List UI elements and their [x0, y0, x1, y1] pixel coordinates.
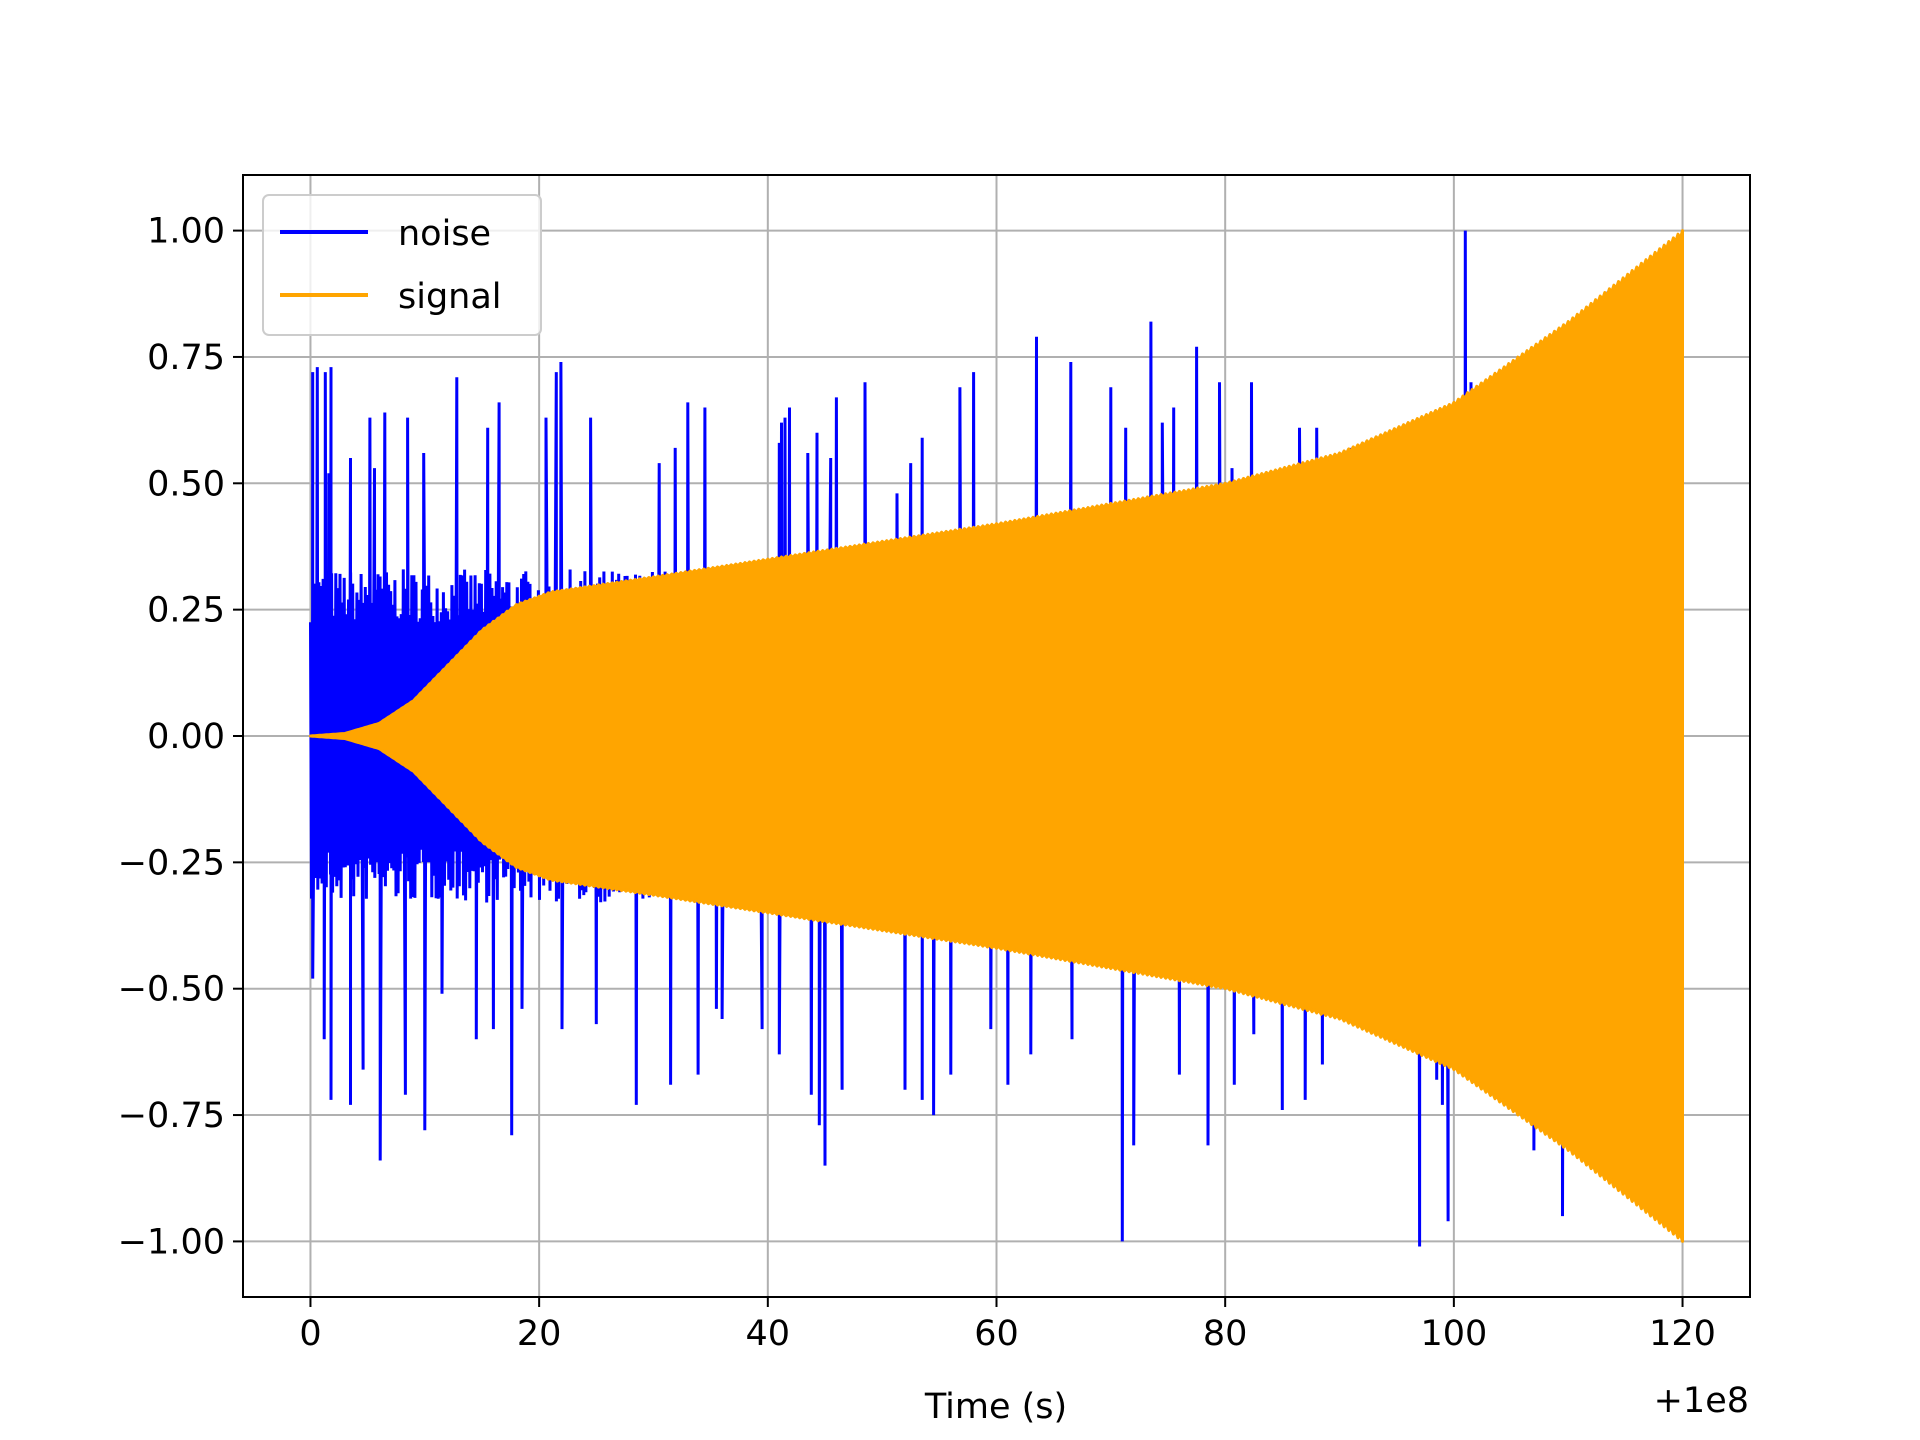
- y-tick-label: 0.25: [147, 591, 225, 631]
- x-tick-label: 20: [517, 1314, 562, 1354]
- legend: noise signal: [262, 194, 542, 336]
- y-tick-label: −0.25: [118, 843, 225, 883]
- axis-ticks: 0 20 40 60 80 100 120 1.00 0.75 0.50 0.25 0.00 −0.25…: [118, 212, 1716, 1354]
- legend-noise-label: noise: [398, 214, 491, 254]
- y-tick-label: −0.75: [118, 1096, 225, 1136]
- x-axis-label: Time (s): [924, 1387, 1067, 1427]
- signal-series-band: [309, 229, 1684, 1243]
- y-tick-label: −0.50: [118, 970, 225, 1010]
- y-tick-label: 0.75: [147, 338, 225, 378]
- y-tick-label: 0.50: [147, 464, 225, 504]
- x-tick-label: 40: [746, 1314, 791, 1354]
- y-tick-label: −1.00: [118, 1222, 225, 1262]
- plot-series: [309, 229, 1684, 1247]
- y-tick-label: 0.00: [147, 717, 225, 757]
- x-tick-label: 120: [1649, 1314, 1716, 1354]
- x-tick-label: 80: [1203, 1314, 1248, 1354]
- x-tick-label: 60: [974, 1314, 1019, 1354]
- y-tick-label: 1.00: [147, 212, 225, 252]
- x-tick-label: 0: [299, 1314, 321, 1354]
- legend-signal-label: signal: [398, 277, 502, 317]
- x-axis-offset-label: +1e8: [1654, 1381, 1749, 1421]
- x-tick-label: 100: [1420, 1314, 1487, 1354]
